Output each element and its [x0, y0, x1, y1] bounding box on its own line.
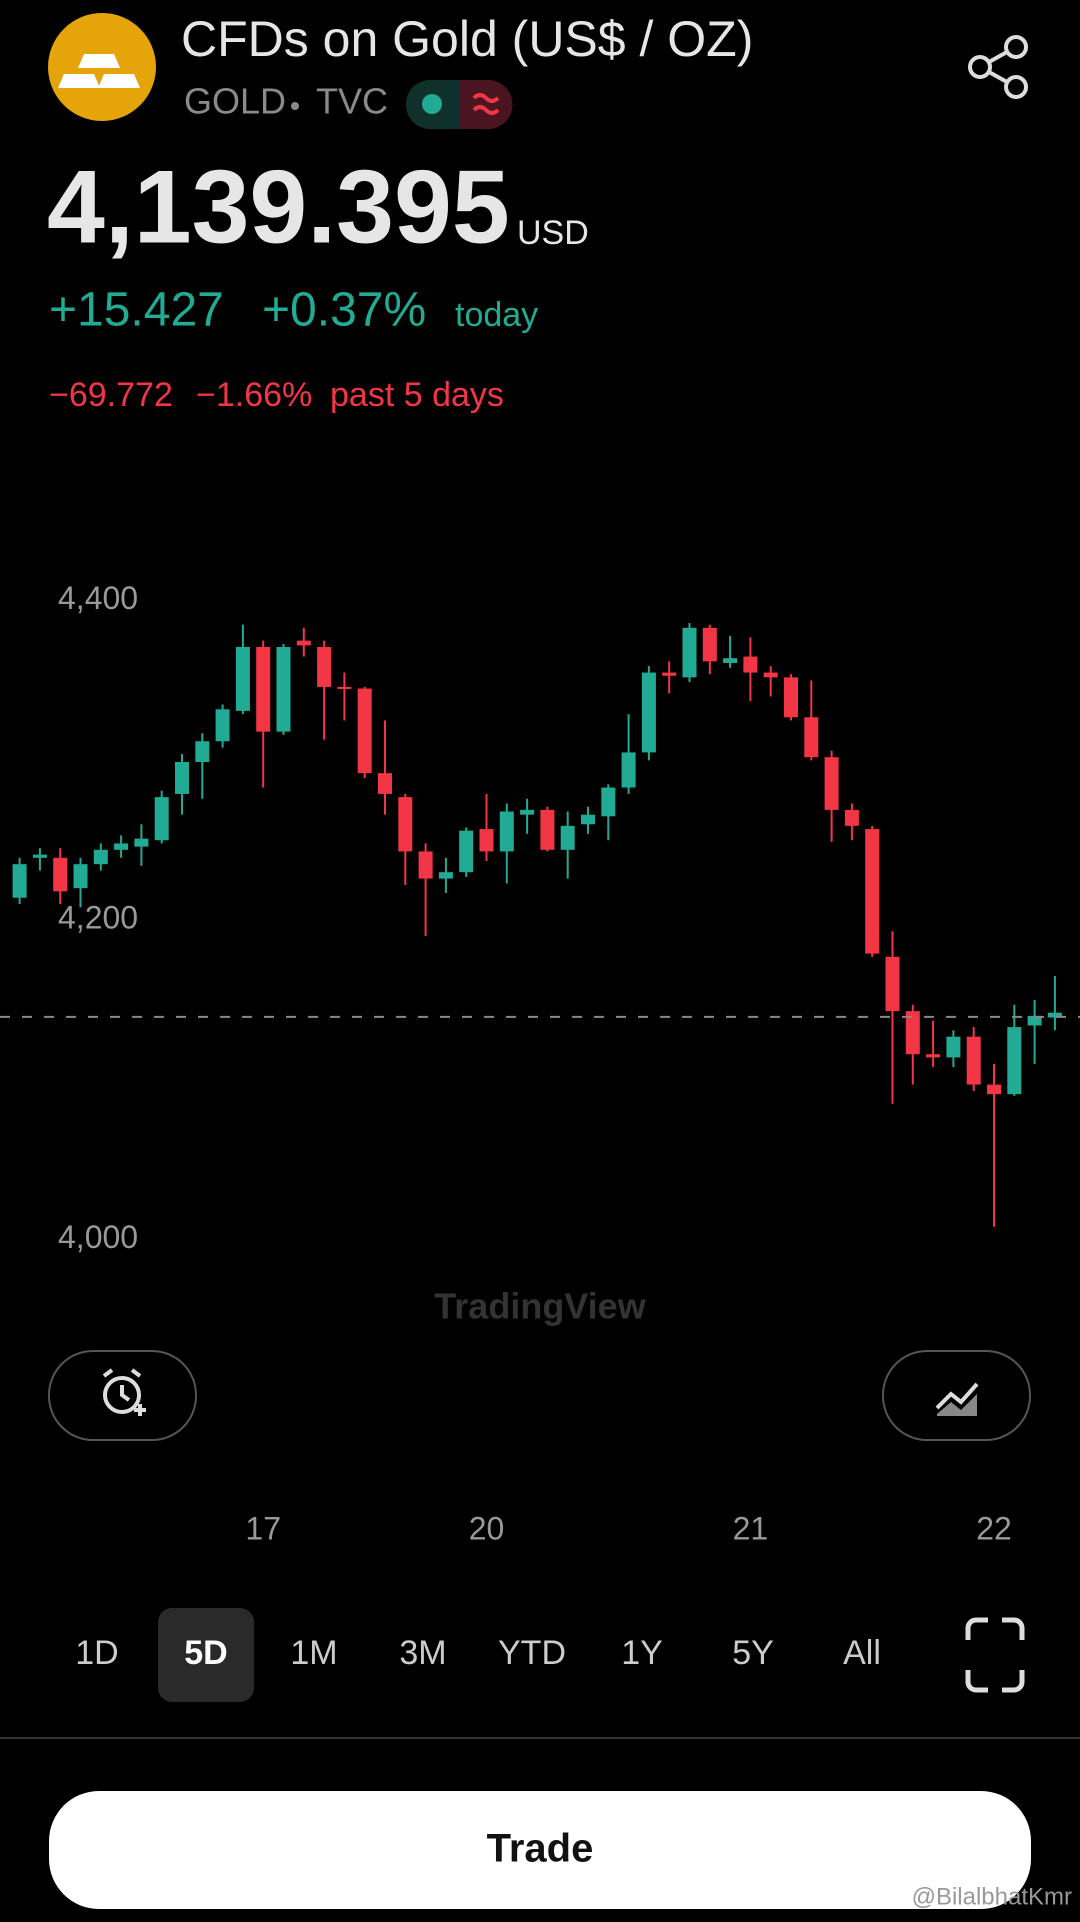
range-button[interactable]: 1D: [75, 1634, 118, 1672]
candle-body: [235, 647, 250, 711]
candle-body: [418, 851, 433, 879]
candle-body: [804, 717, 819, 758]
candle-body: [641, 672, 656, 753]
candle-body: [844, 809, 859, 826]
candle-body: [398, 797, 413, 852]
candle-body: [946, 1036, 961, 1058]
candle-body: [276, 647, 291, 732]
day-period: today: [455, 296, 538, 334]
market-status-badge: [406, 80, 513, 129]
gold-bars-icon: [58, 54, 140, 88]
watermark: TradingView: [434, 1286, 646, 1327]
candle-body: [32, 854, 47, 858]
candle-body: [601, 787, 616, 817]
candle-body: [966, 1036, 981, 1085]
range-button[interactable]: 1Y: [621, 1634, 663, 1672]
candle-body: [1047, 1012, 1062, 1018]
candle-body: [479, 829, 494, 852]
trade-button[interactable]: Trade: [49, 1791, 1031, 1909]
candle-body: [53, 857, 68, 892]
chart: 4,400 4,200 4,000 17 20 21 22: [0, 580, 1080, 1546]
candle-body: [885, 956, 900, 1012]
range-button[interactable]: 3M: [399, 1634, 446, 1672]
candle-body: [1027, 1015, 1042, 1026]
x-tick-label: 21: [733, 1510, 769, 1546]
x-tick-label: 22: [976, 1510, 1012, 1546]
candle-body: [256, 647, 271, 732]
x-tick-label: 17: [245, 1510, 281, 1546]
candle-body: [723, 658, 738, 663]
candle-body: [154, 797, 169, 841]
alert-button[interactable]: [48, 1350, 197, 1441]
candle-body: [12, 864, 27, 898]
share-button[interactable]: [968, 35, 1028, 99]
candle-body: [296, 640, 311, 646]
candle-body: [540, 809, 555, 850]
candle-body: [581, 814, 595, 825]
candle-body: [337, 686, 352, 689]
candle-body: [73, 864, 88, 889]
week-change: −69.772: [49, 376, 173, 414]
y-tick-label: 4,200: [58, 900, 138, 936]
fullscreen-button[interactable]: [965, 1617, 1025, 1693]
exchange: TVC: [316, 81, 388, 122]
week-change-percent: −1.66%: [196, 376, 312, 414]
range-selector: 1D 5D 1M 3M YTD 1Y 5Y All: [75, 1608, 881, 1702]
candle-body: [824, 757, 839, 810]
candle-body: [499, 811, 514, 852]
y-tick-label: 4,400: [58, 580, 138, 616]
trade-label[interactable]: Trade: [487, 1827, 594, 1871]
week-period: past 5 days: [330, 376, 504, 414]
symbol: GOLD: [184, 81, 286, 122]
range-button[interactable]: 5Y: [732, 1634, 774, 1672]
candle-body: [93, 849, 108, 865]
candle-body: [784, 677, 798, 718]
candle-body: [520, 809, 535, 815]
range-button[interactable]: All: [843, 1634, 881, 1672]
x-tick-label: 20: [469, 1510, 505, 1546]
currency: USD: [517, 214, 589, 252]
candle-body: [682, 627, 697, 678]
candle-body: [215, 709, 230, 742]
candle-body: [378, 773, 392, 794]
price: 4,139.395: [47, 149, 510, 265]
candle-body: [134, 838, 149, 847]
day-change: +15.427: [49, 284, 224, 337]
candle-body: [987, 1084, 1001, 1095]
candle-body: [560, 825, 575, 850]
candle-body: [114, 843, 129, 850]
y-tick-label: 4,000: [58, 1219, 138, 1255]
candle-body: [926, 1054, 941, 1058]
candle-body: [438, 872, 453, 879]
candle-body: [195, 741, 210, 762]
candle-body: [175, 761, 189, 794]
candle-body: [662, 672, 677, 676]
separator-dot: [291, 102, 299, 110]
range-button[interactable]: 1M: [290, 1634, 337, 1672]
credit: @BilalbhatKmr: [912, 1883, 1072, 1910]
candle-body: [459, 830, 474, 873]
candle-body: [1007, 1027, 1022, 1095]
indicators-button[interactable]: [882, 1350, 1031, 1441]
candle-body: [865, 829, 880, 954]
candle-body: [763, 672, 778, 678]
day-change-percent: +0.37%: [262, 284, 426, 337]
title: CFDs on Gold (US$ / OZ): [181, 11, 753, 67]
range-selected-bg[interactable]: [158, 1608, 254, 1702]
range-button[interactable]: 5D: [184, 1634, 227, 1672]
candle-body: [702, 627, 717, 662]
candle-body: [905, 1011, 920, 1055]
candle-body: [743, 656, 758, 673]
candle-body: [357, 688, 372, 774]
candle-body: [621, 752, 636, 788]
candle-body: [317, 647, 332, 687]
range-button[interactable]: YTD: [498, 1634, 566, 1672]
